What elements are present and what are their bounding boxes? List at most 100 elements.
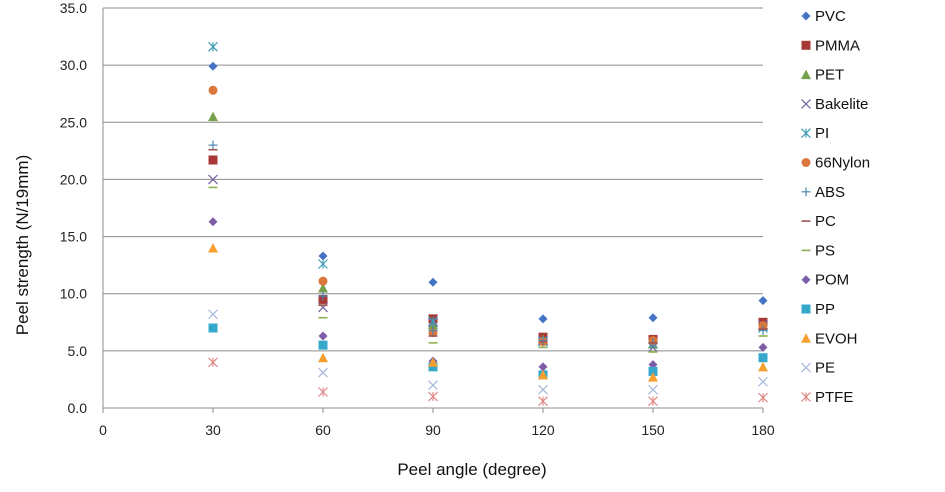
data-point-pom <box>208 217 218 227</box>
legend-item-ps: PS <box>801 242 835 259</box>
legend-item-evoh: EVOH <box>801 330 858 347</box>
data-point-pe <box>428 380 438 391</box>
y-tick-label: 10.0 <box>60 286 87 302</box>
data-point-pi <box>208 41 218 52</box>
y-tick-label: 35.0 <box>60 0 87 16</box>
data-point-66nylon <box>758 321 768 331</box>
data-point-evoh <box>758 361 768 372</box>
data-point-pom <box>318 331 328 341</box>
data-point-pmma <box>208 155 218 165</box>
gridlines <box>103 7 763 352</box>
y-tick-label: 5.0 <box>68 343 88 359</box>
legend-marker-pvc <box>801 11 811 21</box>
legend-marker-pmma <box>801 40 811 50</box>
data-point-ptfe <box>318 387 328 397</box>
y-tick-label: 15.0 <box>60 229 87 245</box>
y-axis-title: Peel strength (N/19mm) <box>13 155 32 335</box>
legend-marker-bakelite <box>801 98 811 109</box>
legend-item-bakelite: Bakelite <box>801 96 868 113</box>
data-point-abs <box>208 140 218 150</box>
data-point-pet <box>208 111 218 122</box>
y-tick-labels: 0.0 5.0 10.0 15.0 20.0 25.0 30.0 35.0 <box>60 0 87 416</box>
x-tick-labels: 0 30 60 90 120 150 180 <box>99 422 775 438</box>
legend-label: PET <box>815 67 844 84</box>
legend-item-pc: PC <box>801 213 836 230</box>
y-tick-label: 0.0 <box>68 400 88 416</box>
data-point-ptfe <box>538 396 548 407</box>
legend-label: PS <box>815 242 835 259</box>
data-point-pp <box>648 366 658 376</box>
data-point-pp <box>758 353 768 363</box>
legend-item-pi: PI <box>801 125 829 142</box>
data-point-pvc <box>648 313 658 323</box>
y-tick-label: 25.0 <box>60 114 87 130</box>
legend-marker-abs <box>801 187 811 197</box>
data-point-evoh <box>538 369 548 380</box>
data-point-pe <box>758 376 768 387</box>
legend-marker-ptfe <box>801 391 811 402</box>
data-point-pvc <box>208 61 218 71</box>
legend-marker-66nylon <box>801 158 811 167</box>
legend-label: PMMA <box>815 37 860 54</box>
data-point-ptfe <box>428 391 438 402</box>
data-point-evoh <box>428 357 438 367</box>
data-point-pvc <box>318 251 328 261</box>
data-point-pp <box>208 323 218 333</box>
x-tick-label: 60 <box>315 422 331 438</box>
data-point-abs <box>428 325 438 335</box>
legend-item-ptfe: PTFE <box>801 389 853 406</box>
x-tick-label: 30 <box>205 422 221 438</box>
legend-label: PP <box>815 301 835 318</box>
x-axis-title: Peel angle (degree) <box>397 460 546 479</box>
legend: PVC PMMA PET Bakelite PI 66Nylon ABS PC PS POM PP E… <box>801 8 870 406</box>
axes <box>102 8 764 413</box>
data-point-pvc <box>428 277 438 287</box>
data-point-ptfe <box>208 357 218 368</box>
data-point-bakelite <box>208 174 218 185</box>
legend-label: PC <box>815 213 836 230</box>
y-tick-label: 20.0 <box>60 171 87 187</box>
y-tick-label: 30.0 <box>60 57 87 73</box>
data-point-abs <box>538 336 548 346</box>
data-point-pi <box>318 259 328 269</box>
data-point-ptfe <box>648 396 658 407</box>
data-point-pp <box>318 340 328 350</box>
data-point-pvc <box>758 296 768 306</box>
data-point-66nylon <box>208 85 218 95</box>
data-point-ptfe <box>758 392 768 403</box>
data-points <box>208 41 768 407</box>
legend-label: PTFE <box>815 389 853 406</box>
data-point-pom <box>758 342 768 352</box>
x-tick-label: 150 <box>641 422 665 438</box>
legend-marker-pe <box>801 362 811 373</box>
data-point-bakelite <box>318 302 328 313</box>
legend-marker-pom <box>801 275 811 285</box>
legend-item-pe: PE <box>801 360 835 377</box>
data-point-pom <box>648 360 658 370</box>
legend-item-pmma: PMMA <box>801 37 860 54</box>
x-tick-label: 180 <box>751 422 775 438</box>
data-point-66nylon <box>318 276 328 286</box>
data-point-pi <box>428 316 438 327</box>
data-point-evoh <box>208 243 218 253</box>
data-point-pe <box>208 309 218 320</box>
legend-label: POM <box>815 272 849 289</box>
legend-item-pet: PET <box>801 67 844 84</box>
legend-label: ABS <box>815 184 845 201</box>
legend-item-pom: POM <box>801 272 849 289</box>
data-point-pp <box>428 362 438 372</box>
legend-label: EVOH <box>815 330 858 347</box>
data-point-pvc <box>538 314 548 324</box>
legend-marker-pet <box>801 69 811 80</box>
data-point-pe <box>318 367 328 378</box>
legend-label: PVC <box>815 8 846 25</box>
legend-label: PE <box>815 360 835 377</box>
legend-label: PI <box>815 125 829 142</box>
legend-item-abs: ABS <box>801 184 845 201</box>
legend-item-pvc: PVC <box>801 8 846 25</box>
data-point-pe <box>648 384 658 395</box>
data-point-abs <box>318 291 328 301</box>
data-point-evoh <box>648 372 658 382</box>
legend-marker-evoh <box>801 333 811 343</box>
legend-label: Bakelite <box>815 96 868 113</box>
